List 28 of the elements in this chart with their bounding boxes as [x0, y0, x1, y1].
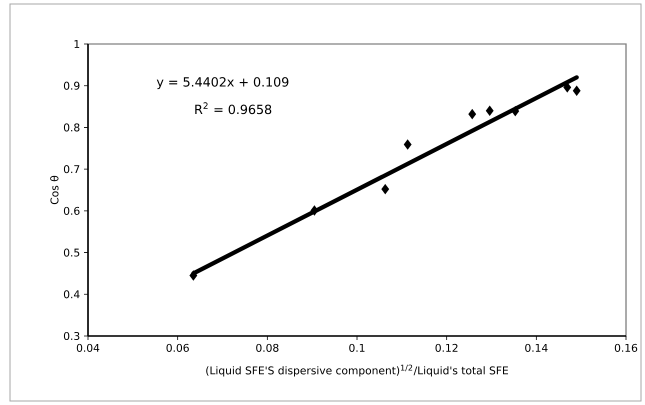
point — [381, 184, 390, 194]
point — [511, 106, 520, 116]
y-tick-label: 0.9 — [64, 82, 80, 90]
x-tick-label: 0.06 — [166, 344, 189, 352]
y-tick-label: 0.8 — [64, 123, 80, 132]
point — [563, 82, 572, 92]
point — [486, 106, 494, 116]
x-tick-label: 0.04 — [76, 344, 100, 352]
point — [404, 139, 412, 150]
x-tick-label: 0.16 — [614, 344, 638, 352]
x-tick-label: 0.1 — [349, 344, 364, 352]
x-tick-label: 0.14 — [525, 344, 548, 352]
point — [310, 205, 318, 216]
y-tick-label: 0.5 — [64, 248, 80, 257]
x-tick-label: 0.08 — [256, 344, 278, 352]
point — [468, 109, 476, 120]
y-axis-title: Cos θ — [50, 176, 59, 204]
y-tick-label: 0.6 — [64, 206, 80, 215]
y-tick-label: 0.3 — [64, 332, 80, 340]
point — [572, 86, 581, 96]
x-axis-title: (Liquid SFE'S dispersive component)$^{1/2}$/Liquid's total SFE — [206, 364, 508, 377]
x-tick-label: 0.12 — [436, 344, 458, 352]
y-tick-label: 1 — [74, 40, 80, 48]
y-tick-label: 0.4 — [64, 290, 80, 298]
annotation: y = 5.4402x + 0.109 — [156, 77, 288, 90]
annotation: R$^{2}$ = 0.9658 — [195, 102, 272, 114]
point — [189, 270, 198, 281]
y-tick-label: 0.7 — [64, 165, 80, 174]
